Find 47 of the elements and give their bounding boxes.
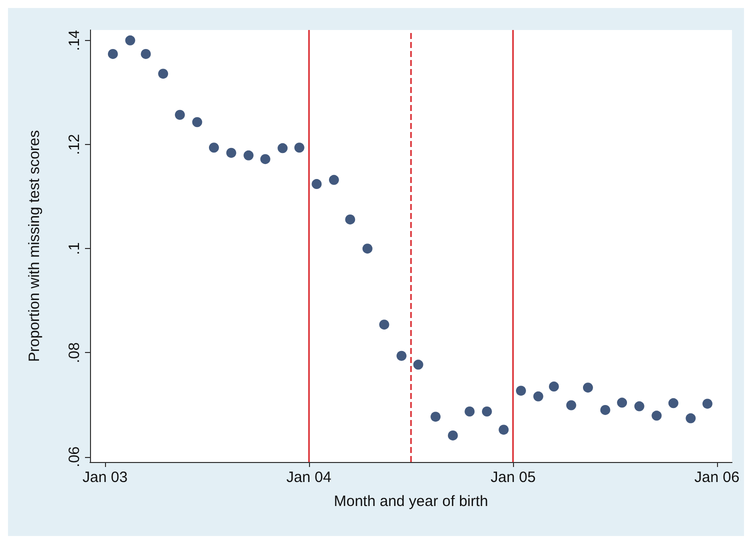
point (260, 154, 270, 164)
point (174, 110, 185, 120)
point (582, 382, 593, 393)
y-tick-label: .12 (66, 134, 83, 155)
point (430, 412, 441, 422)
point (312, 179, 322, 190)
point (125, 35, 136, 46)
x-tick-label: Jan 03 (82, 469, 128, 486)
point (617, 398, 628, 408)
point (379, 320, 390, 330)
point (482, 406, 492, 417)
point (533, 391, 544, 402)
point (652, 410, 662, 421)
y-axis-title: Proportion with missing test scores (26, 130, 43, 362)
point (548, 382, 559, 392)
point (396, 350, 407, 361)
y-tick-label: .06 (66, 446, 83, 468)
point (702, 398, 712, 409)
point (345, 214, 356, 224)
x-tick-label: Jan 04 (286, 469, 332, 486)
point (448, 430, 458, 440)
point (413, 360, 424, 370)
x-tick-label: Jan 06 (694, 469, 740, 486)
x-axis-title: Month and year of birth (334, 493, 488, 510)
point (208, 142, 219, 153)
point (498, 424, 509, 435)
point (158, 68, 168, 79)
x-tick-label: Jan 05 (490, 469, 536, 486)
y-tick-label: .08 (66, 342, 83, 364)
point (634, 401, 644, 412)
point (566, 400, 576, 410)
point (516, 386, 526, 396)
point (278, 143, 288, 154)
point (362, 244, 372, 254)
y-tick-label: .1 (66, 242, 83, 255)
point (600, 404, 610, 415)
point (108, 48, 118, 59)
point (140, 48, 151, 59)
point (244, 150, 254, 160)
point (294, 142, 304, 153)
point (328, 174, 339, 185)
point (668, 398, 678, 408)
point (686, 413, 696, 424)
point (226, 148, 236, 158)
point (192, 117, 202, 128)
point (464, 406, 475, 417)
y-tick-label: .14 (66, 30, 83, 51)
